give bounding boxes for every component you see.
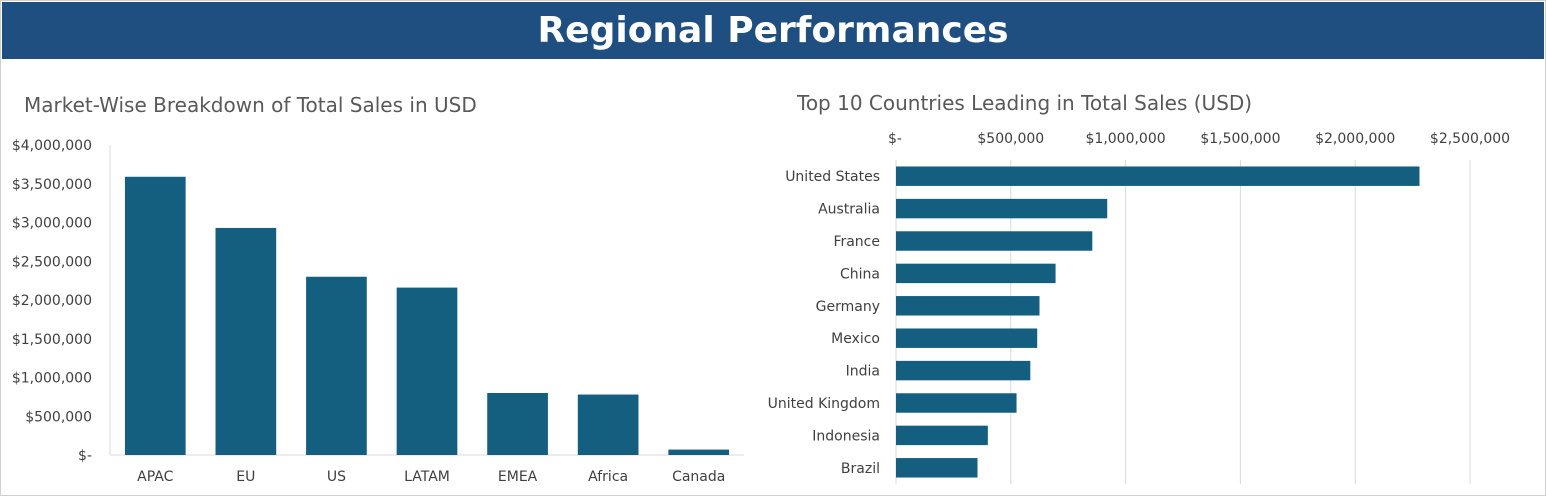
- x-tick-label: $-: [888, 131, 902, 147]
- bar-us: [306, 276, 367, 455]
- y-tick-label: $2,000,000: [12, 293, 92, 309]
- bar-brazil: [896, 458, 978, 478]
- x-tick-label: $1,500,000: [1200, 131, 1280, 147]
- y-tick-label: United States: [785, 169, 880, 185]
- y-tick-label: France: [833, 234, 880, 250]
- bar-germany: [896, 296, 1040, 316]
- x-tick-label: EMEA: [498, 469, 538, 485]
- bar-mexico: [896, 328, 1038, 348]
- y-tick-label: Australia: [818, 202, 880, 218]
- bar-indonesia: [896, 425, 988, 446]
- bar-africa: [577, 394, 639, 455]
- market-bar-chart: $- $500,000 $1,000,000 $1,500,000 $2,000,000…: [12, 138, 744, 485]
- x-tick-label: Africa: [588, 469, 628, 485]
- x-tick-label: $2,000,000: [1315, 131, 1395, 147]
- bar-latam: [396, 287, 458, 455]
- y-tick-label: $4,000,000: [12, 138, 92, 154]
- y-tick-label: Indonesia: [812, 428, 880, 444]
- y-tick-label: $500,000: [25, 409, 92, 425]
- y-tick-label: Germany: [816, 299, 880, 315]
- bar-india: [896, 360, 1031, 381]
- y-tick-label: $3,500,000: [12, 177, 92, 193]
- y-tick-label: China: [840, 266, 880, 282]
- x-tick-label: $1,000,000: [1086, 131, 1166, 147]
- bar-apac: [124, 176, 186, 455]
- x-tick-label: Canada: [672, 469, 725, 485]
- x-tick-label: EU: [236, 469, 255, 485]
- x-tick-label: APAC: [137, 469, 173, 485]
- y-tick-label: $-: [78, 448, 92, 464]
- x-tick-label: US: [327, 469, 346, 485]
- x-tick-label: $2,500,000: [1430, 131, 1510, 147]
- y-tick-label: $2,500,000: [12, 254, 92, 270]
- bar-united-kingdom: [896, 393, 1017, 413]
- bar-canada: [668, 449, 730, 455]
- bar-eu: [215, 227, 277, 455]
- y-tick-label: United Kingdom: [768, 396, 880, 412]
- x-tick-label: $500,000: [977, 131, 1044, 147]
- bar-united-states: [896, 166, 1420, 186]
- y-tick-label: $3,000,000: [12, 216, 92, 232]
- x-tick-label: LATAM: [404, 469, 450, 485]
- y-tick-label: India: [846, 364, 880, 380]
- market-chart-title: Market-Wise Breakdown of Total Sales in …: [24, 93, 477, 117]
- bar-france: [896, 231, 1093, 251]
- y-tick-label: Mexico: [831, 331, 880, 347]
- bar-emea: [487, 393, 548, 455]
- y-tick-label: $1,000,000: [12, 371, 92, 387]
- bar-china: [896, 263, 1056, 284]
- page-title: Regional Performances: [2, 2, 1544, 59]
- y-tick-label: Brazil: [841, 461, 880, 477]
- bar-australia: [896, 198, 1108, 219]
- countries-chart-title: Top 10 Countries Leading in Total Sales …: [797, 91, 1253, 115]
- y-tick-label: $1,500,000: [12, 332, 92, 348]
